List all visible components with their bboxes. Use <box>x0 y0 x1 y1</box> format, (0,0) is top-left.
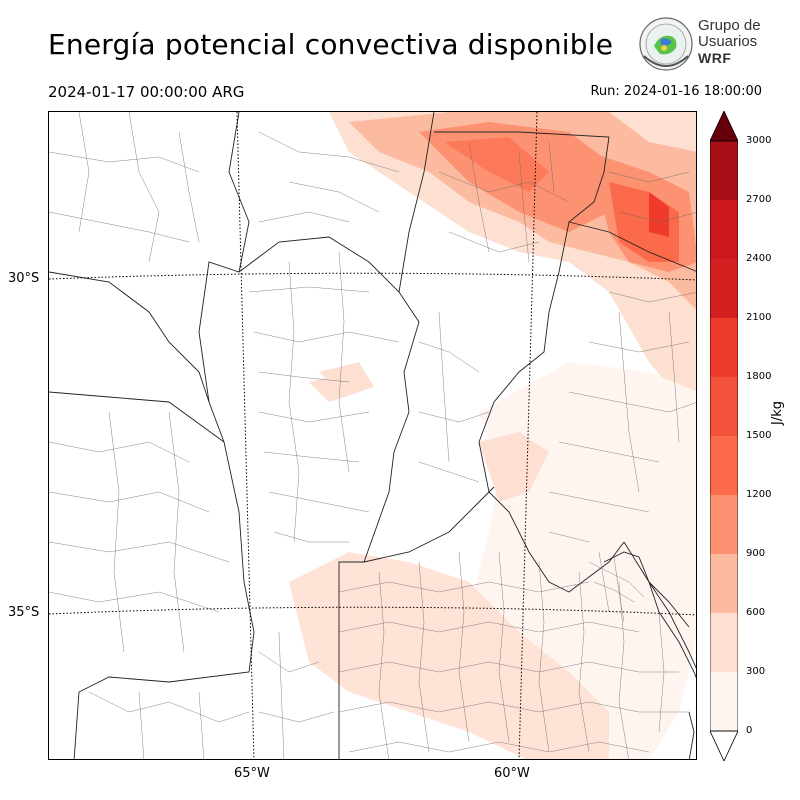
colorbar-bin <box>710 141 738 200</box>
logo-line2: Usuarios <box>698 33 758 50</box>
lat-label-30s: 30°S <box>8 271 40 286</box>
map-panel[interactable] <box>48 111 697 760</box>
colorbar-bin <box>710 672 738 731</box>
colorbar-tick-label: 1500 <box>746 430 772 441</box>
page-title: Energía potencial convectiva disponible <box>48 28 614 61</box>
colorbar-bin <box>710 259 738 318</box>
colorbar-unit: J/kg <box>770 401 785 425</box>
colorbar-tick-label: 0 <box>746 725 753 736</box>
colorbar-tick-label: 300 <box>746 666 766 677</box>
coastline <box>603 551 696 759</box>
map-svg <box>49 112 696 759</box>
colorbar-tick-label: 3000 <box>746 135 772 146</box>
logo-line3: WRF <box>698 50 732 66</box>
department-boundaries <box>49 112 696 759</box>
lon-label-60w: 60°W <box>494 766 530 781</box>
colorbar-bin <box>710 436 738 495</box>
colorbar-tick-label: 2700 <box>746 194 772 205</box>
colorbar-bin <box>710 377 738 436</box>
colorbar-tick-label: 1200 <box>746 489 772 500</box>
graticule <box>49 112 696 759</box>
colorbar-tick-label: 2400 <box>746 253 772 264</box>
colorbar-bin <box>710 200 738 259</box>
logo-line1: Grupo de <box>698 17 761 34</box>
colorbar-tick-label: 1800 <box>746 371 772 382</box>
colorbar-bin <box>710 495 738 554</box>
colorbar <box>710 111 738 761</box>
logo-emblem-icon <box>639 17 693 71</box>
lat-label-35s: 35°S <box>8 605 40 620</box>
colorbar-outline <box>710 140 738 732</box>
colorbar-bin <box>710 318 738 377</box>
cape-shading <box>289 112 696 759</box>
colorbar-tick-label: 2100 <box>746 312 772 323</box>
colorbar-tick-label: 600 <box>746 607 766 618</box>
colorbar-tick-label: 900 <box>746 548 766 559</box>
lon-label-65w: 65°W <box>234 766 270 781</box>
colorbar-max-arrow <box>710 111 738 142</box>
valid-time: 2024-01-17 00:00:00 ARG <box>48 83 245 101</box>
run-time: Run: 2024-01-16 18:00:00 <box>590 84 762 99</box>
colorbar-bins <box>710 141 738 731</box>
logo: Grupo de Usuarios WRF <box>638 16 788 76</box>
colorbar-bin <box>710 613 738 672</box>
province-boundaries <box>49 112 696 759</box>
colorbar-bin <box>710 554 738 613</box>
colorbar-min-arrow <box>710 730 738 761</box>
logo-text: Grupo de Usuarios WRF <box>698 17 761 67</box>
